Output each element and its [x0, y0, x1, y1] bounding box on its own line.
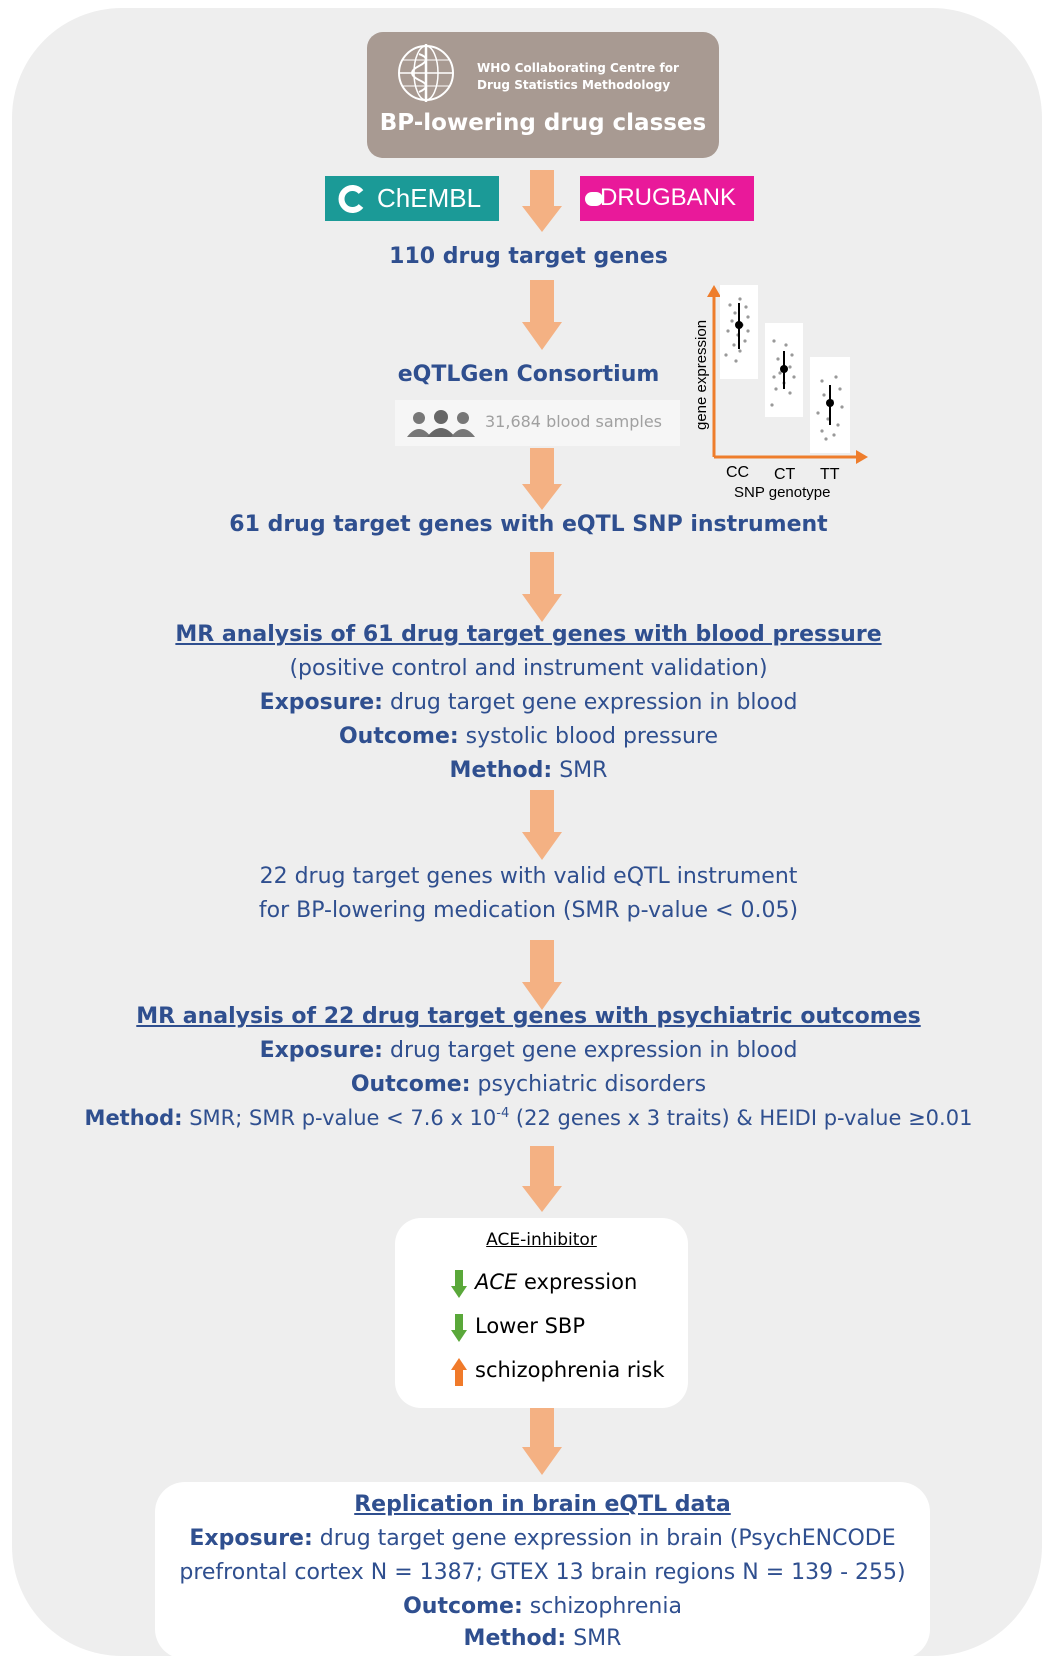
- method-text: SMR; SMR p-value < 7.6 x 10: [182, 1106, 497, 1130]
- outcome-label: Outcome:: [403, 1594, 523, 1619]
- ace-gene-name: ACE: [475, 1270, 518, 1294]
- method-label: Method:: [449, 758, 553, 783]
- exposure-label: Exposure:: [259, 1038, 383, 1063]
- chembl-c-icon: [338, 185, 364, 213]
- down-arrow-icon: [451, 1270, 467, 1298]
- outcome-label: Outcome:: [338, 724, 459, 749]
- flow-arrow-3: [522, 448, 562, 510]
- mr-bp-heading: MR analysis of 61 drug target genes with…: [175, 622, 882, 647]
- exposure-text: drug target gene expression in brain (Ps…: [312, 1526, 896, 1551]
- eqtl-ylabel: gene expression: [693, 320, 710, 430]
- chembl-label: ChEMBL: [377, 183, 482, 213]
- down-arrow-icon: [451, 1314, 467, 1342]
- replication-method: Method: SMR: [155, 1626, 930, 1651]
- drugbank-logo: DRUGBANK: [580, 176, 754, 221]
- exposure-text: drug target gene expression in blood: [382, 1038, 798, 1063]
- eqtl-genotype-plot: gene expression CC CT TT SNP genotype: [690, 285, 920, 520]
- mr-psych-exposure: Exposure: drug target gene expression in…: [0, 1038, 1057, 1063]
- method-label: Method:: [463, 1626, 567, 1651]
- sample-count: 31,684 blood samples: [485, 412, 662, 431]
- mr-psych-method: Method: SMR; SMR p-value < 7.6 x 10-4 (2…: [0, 1106, 1057, 1130]
- flow-arrow-1: [522, 170, 562, 232]
- flow-arrow-7: [522, 1146, 562, 1212]
- mr-bp-subtitle: (positive control and instrument validat…: [289, 656, 768, 681]
- instrument-step: 61 drug target genes with eQTL SNP instr…: [229, 512, 828, 537]
- exposure-label: Exposure:: [189, 1526, 313, 1551]
- mr-psych-outcome: Outcome: psychiatric disorders: [0, 1072, 1057, 1097]
- genotype-cc: CC: [726, 464, 749, 481]
- method-text: SMR: [552, 758, 608, 783]
- outcome-label: Outcome:: [350, 1072, 471, 1097]
- drugbank-pill-icon: [585, 192, 603, 206]
- method-text-rest: (22 genes x 3 traits) & HEIDI p-value ≥0…: [509, 1106, 973, 1130]
- method-label: Method:: [84, 1106, 183, 1130]
- flow-arrow-8: [522, 1405, 562, 1475]
- valid-instrument-line1: 22 drug target genes with valid eQTL ins…: [259, 864, 798, 889]
- who-drug-classes-box: WHO Collaborating Centre for Drug Statis…: [367, 32, 719, 158]
- genotype-ct: CT: [774, 466, 796, 483]
- ace-inhibitor-box: ACE-inhibitor ACE expression Lower SBP s…: [395, 1218, 688, 1408]
- drugbank-label: DRUGBANK: [600, 184, 737, 211]
- exposure-label: Exposure:: [259, 690, 383, 715]
- drug-classes-title: BP-lowering drug classes: [379, 110, 707, 136]
- ace-expression-suffix: expression: [517, 1270, 638, 1294]
- flow-arrow-4: [522, 552, 562, 622]
- mr-psych-heading: MR analysis of 22 drug target genes with…: [136, 1004, 921, 1029]
- who-centre-line1: WHO Collaborating Centre for: [477, 61, 679, 75]
- genotype-tt: TT: [820, 466, 840, 483]
- who-centre-line2: Drug Statistics Methodology: [477, 78, 671, 92]
- up-arrow-icon: [451, 1358, 467, 1386]
- who-centre-name: WHO Collaborating Centre for Drug Statis…: [477, 60, 679, 94]
- eqtlgen-consortium: eQTLGen Consortium: [397, 362, 660, 387]
- flow-arrow-5: [522, 790, 562, 860]
- ace-box-title: ACE-inhibitor: [486, 1230, 597, 1250]
- outcome-text: psychiatric disorders: [470, 1072, 707, 1097]
- exposure-text: drug target gene expression in blood: [382, 690, 798, 715]
- method-text: SMR: [566, 1626, 622, 1651]
- replication-outcome: Outcome: schizophrenia: [155, 1594, 930, 1619]
- who-emblem-icon: [398, 44, 454, 102]
- flow-arrow-6: [522, 940, 562, 1010]
- ace-expression-text: ACE expression: [475, 1270, 637, 1294]
- gene-count-step: 110 drug target genes: [389, 244, 668, 269]
- valid-instrument-line2: for BP-lowering medication (SMR p-value …: [258, 898, 799, 923]
- mr-bp-outcome: Outcome: systolic blood pressure: [0, 724, 1057, 749]
- replication-heading: Replication in brain eQTL data: [354, 1492, 731, 1517]
- method-exponent: -4: [496, 1106, 510, 1121]
- eqtl-xlabel: SNP genotype: [734, 484, 830, 501]
- replication-box: Replication in brain eQTL data Exposure:…: [155, 1482, 930, 1659]
- schizophrenia-risk-text: schizophrenia risk: [475, 1358, 665, 1382]
- sample-count-badge: 31,684 blood samples: [395, 400, 680, 446]
- replication-exposure: Exposure: drug target gene expression in…: [155, 1526, 930, 1551]
- mr-bp-method: Method: SMR: [0, 758, 1057, 783]
- eqtl-plot-svg: gene expression CC CT TT SNP genotype: [693, 285, 868, 501]
- mr-bp-exposure: Exposure: drug target gene expression in…: [0, 690, 1057, 715]
- flow-arrow-2: [522, 280, 562, 350]
- people-icon: [407, 410, 475, 437]
- outcome-text: systolic blood pressure: [458, 724, 718, 749]
- outcome-text: schizophrenia: [522, 1594, 682, 1619]
- replication-exposure-line2: prefrontal cortex N = 1387; GTEX 13 brai…: [179, 1560, 906, 1585]
- chembl-logo: ChEMBL: [325, 176, 499, 221]
- lower-sbp-text: Lower SBP: [475, 1314, 585, 1338]
